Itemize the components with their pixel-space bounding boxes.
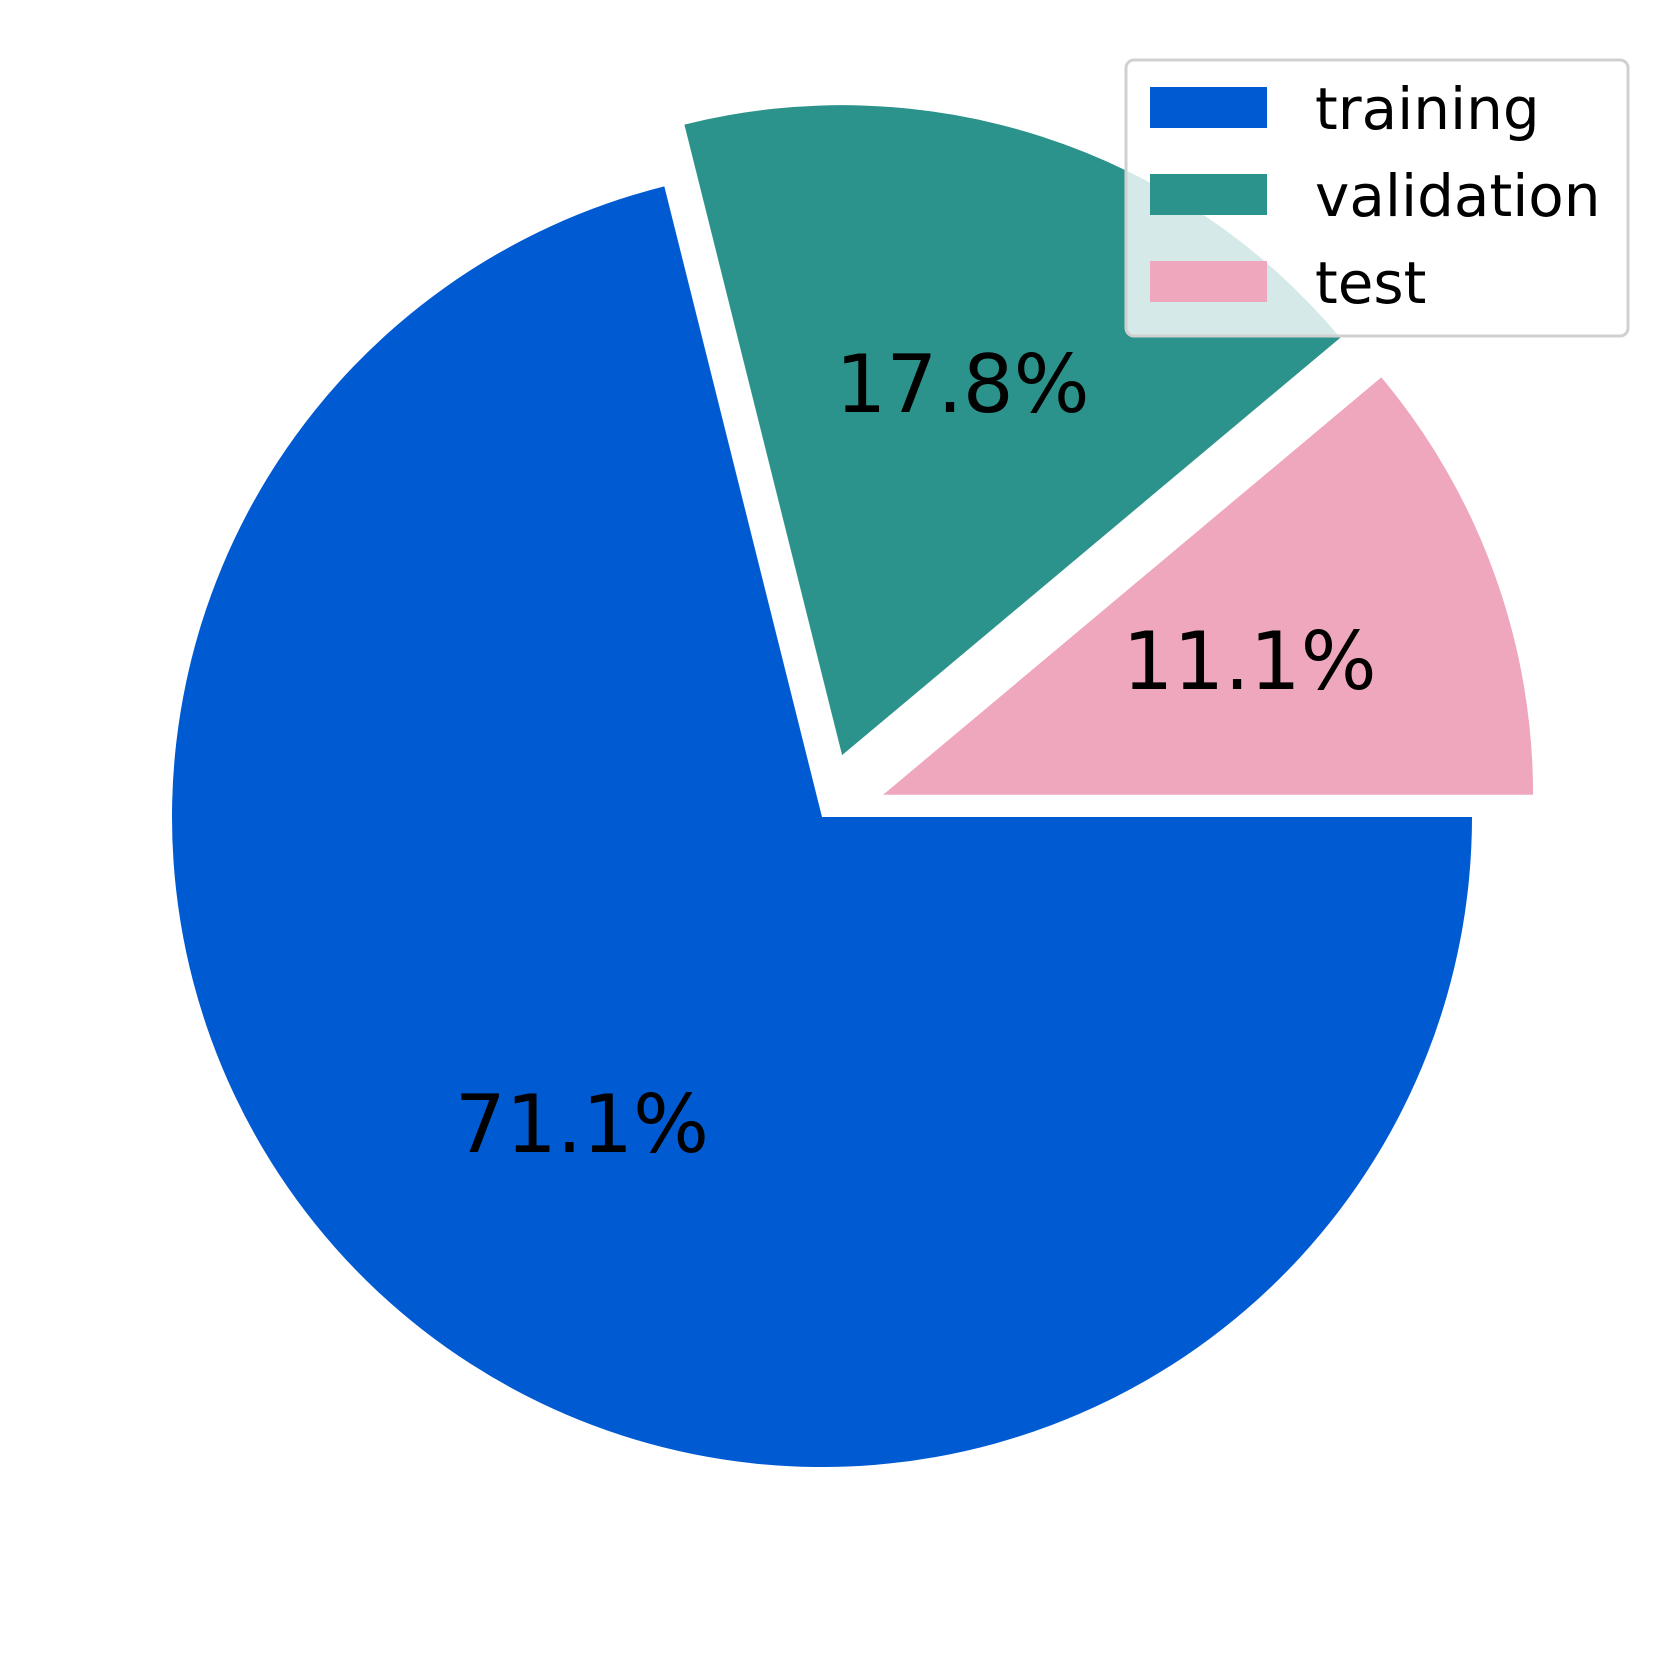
- slice-label-training: 71.1%: [455, 1078, 709, 1171]
- legend-label-training: training: [1315, 75, 1540, 143]
- pie-slice-test: [883, 377, 1534, 795]
- pie-slice-labels: 71.1% 17.8% 11.1%: [455, 338, 1377, 1171]
- slice-label-test: 11.1%: [1123, 615, 1377, 708]
- slice-label-validation: 17.8%: [836, 338, 1090, 431]
- legend-label-test: test: [1315, 249, 1426, 317]
- legend-swatch-test: [1150, 261, 1267, 302]
- pie-slice-training: [171, 186, 1472, 1468]
- legend-swatch-validation: [1150, 174, 1267, 215]
- legend-label-validation: validation: [1315, 162, 1601, 230]
- legend: training validation test: [1124, 58, 1630, 338]
- legend-swatch-training: [1150, 87, 1267, 128]
